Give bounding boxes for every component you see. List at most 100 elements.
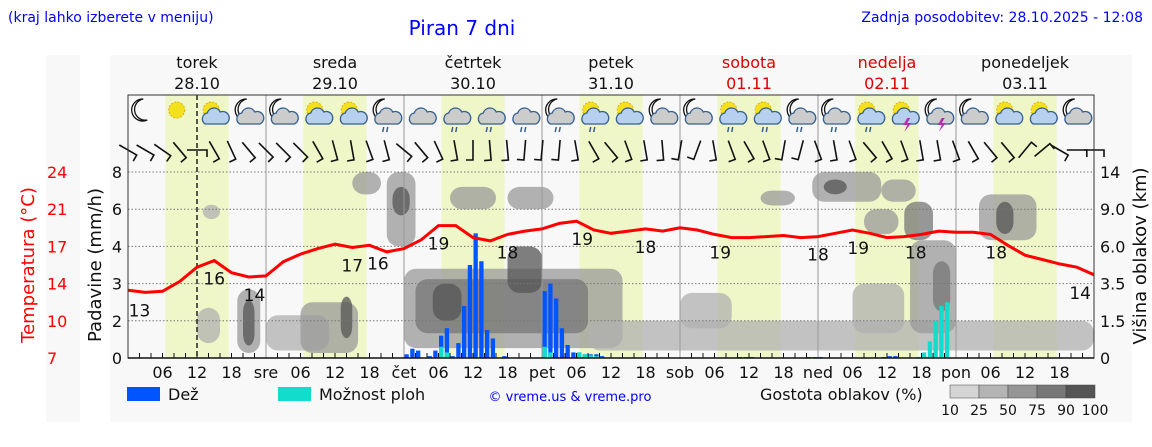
cloud-density-colorbar: 10 25 50 75 90 100: [941, 384, 1108, 419]
showers-bar: [582, 354, 588, 358]
wind-barb: [466, 140, 474, 161]
x-tick-label: 06: [704, 363, 724, 382]
rain-drops: [485, 126, 492, 133]
wind-barb: [709, 140, 718, 162]
x-tick-label: 18: [1049, 363, 1069, 382]
cloud-shape: [753, 107, 782, 125]
sun-cloud-rain-icon: [857, 101, 886, 133]
colorbar-tick: 10: [941, 403, 959, 419]
rain-bar: [416, 350, 421, 358]
day-date: 28.10: [174, 74, 220, 93]
wind-barb: [813, 140, 823, 163]
x-tick-label: pet: [529, 363, 555, 382]
sun-icon: [168, 101, 186, 119]
x-tick-label: 06: [428, 363, 448, 382]
rain-drops: [830, 126, 837, 133]
cloud-blob: [680, 292, 732, 329]
wind-barb: [118, 144, 138, 162]
wind-barb: [1050, 144, 1070, 162]
cloud-blob: [507, 186, 554, 210]
wind-barb: [414, 141, 429, 163]
wind-barb: [484, 139, 492, 162]
showers-bar: [542, 346, 547, 358]
x-tick-label: 12: [463, 363, 483, 382]
cloud-shape: [684, 107, 713, 125]
x-tick-label: 18: [911, 363, 931, 382]
colorbar-tick: 75: [1028, 403, 1046, 419]
wind-barb: [153, 143, 172, 162]
cloud-shape: [339, 107, 368, 125]
temperature-label: 14: [244, 286, 266, 306]
cloud-blob: [881, 179, 916, 202]
legend-cloud-density-label: Gostota oblakov (%): [760, 385, 923, 404]
cloud-blob: [996, 201, 1014, 234]
cloud-blob: [352, 172, 381, 195]
day-date: 03.11: [1002, 74, 1048, 93]
wind-barb: [603, 141, 619, 163]
x-tick-label: 18: [635, 363, 655, 382]
wind-barb: [312, 140, 324, 163]
x-tick-label: 18: [221, 363, 241, 382]
cloud-shape: [650, 107, 679, 125]
cloud-blob: [432, 283, 462, 321]
cloud-rain-icon: [512, 107, 541, 133]
showers-bar: [945, 302, 950, 358]
wind-barb: [774, 140, 786, 161]
rain-bar: [410, 348, 415, 358]
lightning-shape: [903, 118, 912, 132]
wind-barb: [136, 144, 155, 162]
temperature-label: 17: [341, 256, 363, 276]
cloud-blob: [904, 201, 933, 241]
temperature-label: 18: [985, 243, 1007, 263]
precip-axis-label: Padavine (mm/h): [85, 188, 106, 342]
wind-barb: [1017, 141, 1038, 159]
cloud-shape: [236, 107, 265, 125]
day-name: sreda: [313, 53, 357, 72]
legend-rain-label: Dež: [168, 385, 199, 404]
day-headers: torek 28.10 sreda 29.10 četrtek 30.10 petek 31.…: [174, 53, 1070, 93]
x-tick-label: pon: [941, 363, 971, 382]
moon-cloud-icon: [648, 98, 679, 125]
copyright-link[interactable]: © vreme.us & vreme.pro: [489, 390, 652, 405]
temperature-tick: 14: [47, 275, 67, 294]
cloud-blob: [392, 186, 410, 216]
cloud-height-tick: 0: [1100, 349, 1110, 368]
cloud-shape: [1064, 107, 1093, 125]
wind-barb: [1084, 149, 1105, 157]
cloud-shape: [512, 107, 541, 125]
wind-barb: [551, 139, 561, 161]
wind-barb: [571, 140, 580, 162]
day-date: 01.11: [726, 74, 772, 93]
last-updated: Zadnja posodobitev: 28.10.2025 - 12:08: [861, 10, 1143, 26]
x-tick-label: 12: [325, 363, 345, 382]
legend-showers-swatch: [278, 387, 311, 401]
cloud-blob: [823, 179, 847, 195]
wind-barbs: [118, 139, 1105, 163]
page-title: Piran 7 dni: [409, 16, 516, 40]
rain-bar: [559, 328, 565, 358]
cloud-shape: [305, 107, 334, 125]
temperature-label: 19: [428, 235, 450, 255]
temperature-tick: 17: [47, 237, 67, 256]
wind-barb: [1034, 142, 1056, 158]
cloud-shape: [995, 107, 1024, 125]
temp-axis-panel: [46, 55, 80, 422]
cloud-blob: [852, 283, 905, 334]
rain-drops: [865, 126, 872, 133]
temperature-label: 19: [709, 243, 731, 263]
colorbar-tick: 90: [1057, 403, 1075, 419]
location-hint[interactable]: (kraj lahko izberete v meniju): [8, 10, 214, 26]
wind-barb: [656, 139, 665, 162]
day-date: 31.10: [588, 74, 634, 93]
sun-cloud-icon: [615, 101, 644, 125]
cloud-shape: [960, 107, 989, 125]
cloud-blob: [197, 307, 220, 344]
moon-cloud-icon: [234, 98, 265, 125]
sun-cloud-icon: [995, 101, 1024, 125]
rain-bar: [485, 330, 490, 358]
cloud-shape: [857, 107, 886, 125]
cloud-shape: [581, 107, 610, 125]
temperature-label: 19: [847, 239, 869, 259]
rain-drops: [761, 126, 768, 133]
